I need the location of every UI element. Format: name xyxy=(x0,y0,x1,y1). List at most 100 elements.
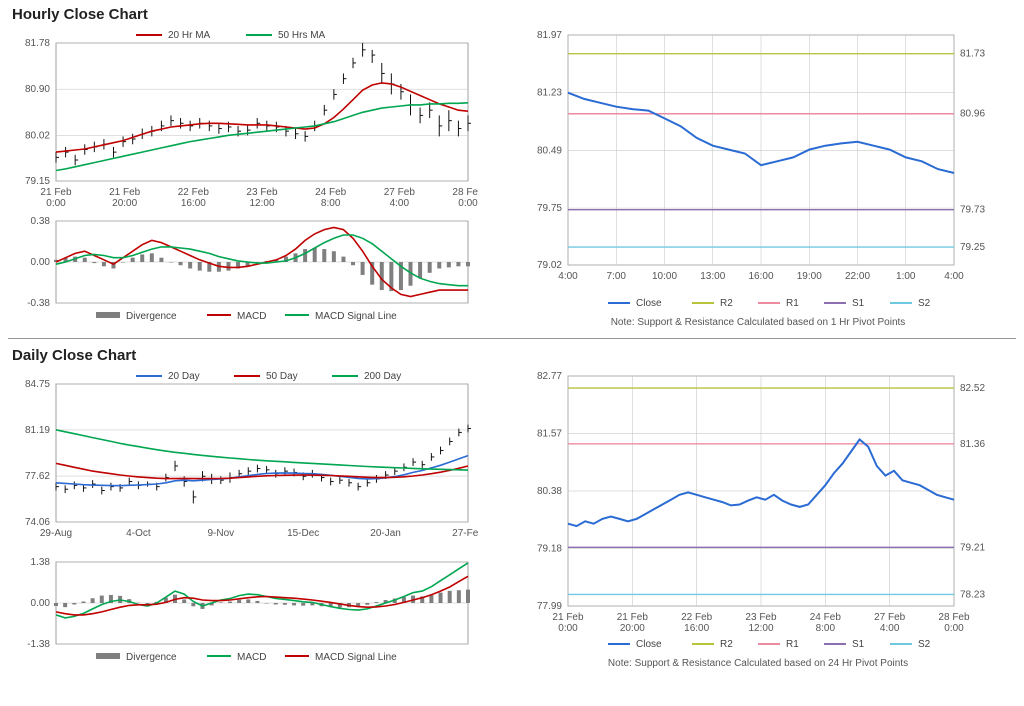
svg-text:81.73: 81.73 xyxy=(960,49,985,60)
svg-text:S2: S2 xyxy=(918,639,931,650)
svg-text:16:00: 16:00 xyxy=(684,623,709,634)
svg-text:8:00: 8:00 xyxy=(321,198,341,209)
daily-title: Daily Close Chart xyxy=(12,347,1016,364)
svg-text:78.23: 78.23 xyxy=(960,589,985,600)
svg-text:1.38: 1.38 xyxy=(31,557,51,568)
svg-text:15-Dec: 15-Dec xyxy=(287,528,319,539)
svg-text:80.96: 80.96 xyxy=(960,109,985,120)
svg-text:MACD: MACD xyxy=(237,311,266,322)
svg-text:0.38: 0.38 xyxy=(31,216,51,227)
svg-text:74.06: 74.06 xyxy=(25,517,50,528)
svg-text:80.02: 80.02 xyxy=(25,130,50,141)
svg-text:S1: S1 xyxy=(852,298,865,309)
svg-text:8:00: 8:00 xyxy=(816,623,836,634)
svg-text:50 Day: 50 Day xyxy=(266,371,298,382)
svg-text:0:00: 0:00 xyxy=(558,623,578,634)
svg-text:4:00: 4:00 xyxy=(558,271,578,282)
svg-text:R1: R1 xyxy=(786,298,799,309)
svg-text:29-Aug: 29-Aug xyxy=(40,528,72,539)
svg-text:0.00: 0.00 xyxy=(31,257,51,268)
svg-text:22:00: 22:00 xyxy=(845,271,870,282)
svg-text:S2: S2 xyxy=(918,298,931,309)
svg-text:20:00: 20:00 xyxy=(112,198,137,209)
svg-text:21 Feb: 21 Feb xyxy=(109,187,141,198)
svg-text:13:00: 13:00 xyxy=(700,271,725,282)
svg-text:4:00: 4:00 xyxy=(390,198,410,209)
svg-text:50 Hrs MA: 50 Hrs MA xyxy=(278,30,326,41)
svg-text:MACD Signal Line: MACD Signal Line xyxy=(315,311,397,322)
svg-text:27-Feb: 27-Feb xyxy=(452,528,478,539)
svg-text:4:00: 4:00 xyxy=(880,623,900,634)
svg-text:4:00: 4:00 xyxy=(944,271,964,282)
svg-text:R2: R2 xyxy=(720,298,733,309)
svg-text:4-Oct: 4-Oct xyxy=(126,528,151,539)
svg-text:16:00: 16:00 xyxy=(748,271,773,282)
svg-text:1:00: 1:00 xyxy=(896,271,916,282)
svg-text:27 Feb: 27 Feb xyxy=(384,187,416,198)
svg-text:22 Feb: 22 Feb xyxy=(178,187,210,198)
svg-text:82.52: 82.52 xyxy=(960,383,985,394)
svg-text:80.38: 80.38 xyxy=(537,486,562,497)
svg-text:81.36: 81.36 xyxy=(960,439,985,450)
svg-text:20:00: 20:00 xyxy=(620,623,645,634)
svg-text:84.75: 84.75 xyxy=(25,379,50,390)
svg-text:21 Feb: 21 Feb xyxy=(40,187,72,198)
svg-text:81.78: 81.78 xyxy=(25,38,50,49)
svg-text:79.02: 79.02 xyxy=(537,260,562,271)
svg-text:79.15: 79.15 xyxy=(25,176,50,187)
svg-text:9-Nov: 9-Nov xyxy=(207,528,234,539)
svg-text:28 Feb: 28 Feb xyxy=(938,612,970,623)
svg-text:MACD Signal Line: MACD Signal Line xyxy=(315,652,397,663)
svg-text:20 Day: 20 Day xyxy=(168,371,200,382)
hourly-title: Hourly Close Chart xyxy=(12,6,1016,23)
svg-text:21 Feb: 21 Feb xyxy=(552,612,584,623)
svg-text:Divergence: Divergence xyxy=(126,652,177,663)
svg-text:81.57: 81.57 xyxy=(537,429,562,440)
svg-text:0:00: 0:00 xyxy=(46,198,66,209)
svg-text:80.49: 80.49 xyxy=(537,145,562,156)
divider xyxy=(8,338,1016,339)
svg-text:MACD: MACD xyxy=(237,652,266,663)
svg-text:200 Day: 200 Day xyxy=(364,371,401,382)
svg-text:81.19: 81.19 xyxy=(25,425,50,436)
svg-text:Divergence: Divergence xyxy=(126,311,177,322)
svg-text:22 Feb: 22 Feb xyxy=(681,612,713,623)
svg-text:12:00: 12:00 xyxy=(748,623,773,634)
svg-text:21 Feb: 21 Feb xyxy=(617,612,649,623)
svg-text:27 Feb: 27 Feb xyxy=(874,612,906,623)
svg-text:7:00: 7:00 xyxy=(607,271,627,282)
svg-text:23 Feb: 23 Feb xyxy=(246,187,278,198)
svg-text:0:00: 0:00 xyxy=(944,623,964,634)
svg-text:S1: S1 xyxy=(852,639,865,650)
svg-text:19:00: 19:00 xyxy=(797,271,822,282)
svg-text:-1.38: -1.38 xyxy=(27,639,50,650)
daily-row: 74.06 77.62 81.19 84.75 29-Aug 4-Oct 9-Nov 15-D… xyxy=(8,366,1016,669)
svg-text:77.62: 77.62 xyxy=(25,471,50,482)
hourly-sr-note: Note: Support & Resistance Calculated ba… xyxy=(518,317,998,328)
hourly-row: 79.1580.0280.9081.7821 Feb0:0021 Feb20:0… xyxy=(8,25,1016,328)
svg-text:81.23: 81.23 xyxy=(537,88,562,99)
svg-text:79.75: 79.75 xyxy=(537,203,562,214)
svg-text:16:00: 16:00 xyxy=(181,198,206,209)
hourly-sr-chart: 79.0279.7580.4981.2381.974:007:0010:0013… xyxy=(518,25,998,315)
svg-text:23 Feb: 23 Feb xyxy=(745,612,777,623)
svg-text:79.21: 79.21 xyxy=(960,542,985,553)
daily-macd-chart: -1.38 0.00 1.38 Divergence MACD MACD Signal L… xyxy=(8,556,478,666)
svg-text:0:00: 0:00 xyxy=(458,198,478,209)
svg-text:80.90: 80.90 xyxy=(25,84,50,95)
daily-sr-chart: 77.9979.1880.3881.5782.7721 Feb0:0021 Fe… xyxy=(518,366,998,656)
svg-text:79.25: 79.25 xyxy=(960,242,985,253)
svg-text:79.18: 79.18 xyxy=(537,544,562,555)
svg-text:77.99: 77.99 xyxy=(537,601,562,612)
svg-text:20 Hr MA: 20 Hr MA xyxy=(168,30,211,41)
svg-text:R2: R2 xyxy=(720,639,733,650)
svg-text:R1: R1 xyxy=(786,639,799,650)
svg-text:Close: Close xyxy=(636,639,662,650)
svg-text:24 Feb: 24 Feb xyxy=(315,187,347,198)
svg-text:0.00: 0.00 xyxy=(31,598,51,609)
svg-text:20-Jan: 20-Jan xyxy=(370,528,401,539)
svg-text:Close: Close xyxy=(636,298,662,309)
svg-text:12:00: 12:00 xyxy=(249,198,274,209)
svg-text:-0.38: -0.38 xyxy=(27,298,50,309)
hourly-price-chart: 79.1580.0280.9081.7821 Feb0:0021 Feb20:0… xyxy=(8,25,478,215)
